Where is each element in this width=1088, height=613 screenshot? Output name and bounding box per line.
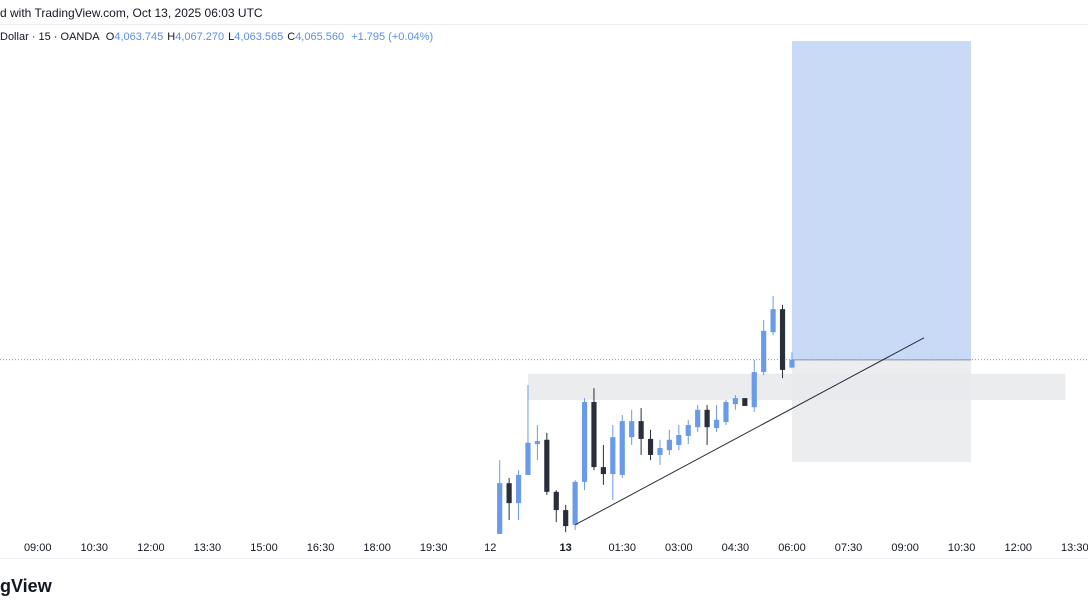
position-loss	[791, 359, 972, 462]
candle-body	[563, 510, 569, 527]
x-tick-label: 10:30	[81, 542, 109, 554]
candle-body	[666, 439, 672, 451]
ohlc-value: 4,063.565	[234, 31, 284, 43]
symbol: Dollar · 15 · OANDA	[0, 31, 100, 43]
ohlc-value: 4,067.270	[175, 31, 225, 43]
x-tick-label: 03:00	[665, 542, 693, 554]
ohlc-key: O	[105, 31, 115, 43]
ohlc: O4,063.745 H4,067.270 L4,063.565 C4,065.560	[106, 31, 348, 43]
ohlc-key: L	[228, 31, 235, 43]
candle-body	[704, 409, 710, 428]
x-tick-label: 12	[484, 542, 496, 554]
x-tick-label: 06:00	[778, 542, 806, 554]
candle-body	[789, 359, 795, 368]
title: d with TradingView.com, Oct 13, 2025 06:…	[0, 6, 263, 20]
chart: 09:00 10:30 12:00 13:30 15:00 16:30 18:00 19:30…	[0, 41, 1088, 554]
position-profit	[791, 41, 972, 360]
trend-line	[574, 337, 925, 526]
candle-body	[713, 419, 720, 429]
candle-body	[732, 398, 738, 405]
x-tick-label: 01:30	[608, 542, 636, 554]
ohlc-value: 4,065.560	[295, 31, 345, 43]
candle-body	[544, 439, 550, 492]
candle-body	[779, 309, 786, 370]
candle-body	[525, 442, 531, 475]
candle-body	[497, 483, 503, 534]
x-tick-label: 15:00	[250, 542, 278, 554]
candle-body	[685, 425, 691, 436]
legend: Dollar · 15 · OANDA O4,063.745 H4,067.270…	[0, 31, 433, 43]
x-tick-label: 19:30	[420, 542, 448, 554]
ohlc-value: 4,063.745	[114, 31, 164, 43]
candle-body	[638, 421, 644, 439]
candle-body	[629, 421, 635, 438]
candle-body	[506, 483, 512, 504]
x-tick-label: 13:30	[1061, 542, 1088, 554]
candle-body	[695, 409, 701, 428]
candle-body	[770, 309, 776, 333]
candle-body	[742, 398, 748, 406]
x-tick-label: 09:00	[24, 542, 52, 554]
candle-body	[657, 448, 663, 455]
candle-body	[723, 402, 729, 422]
footer: gView	[0, 558, 1088, 613]
logo: gView	[0, 576, 52, 596]
x-tick-label: 16:30	[307, 542, 335, 554]
ohlc-key: H	[167, 31, 176, 43]
candle-body	[676, 434, 682, 445]
candle-body	[591, 402, 597, 468]
candle-body	[572, 481, 578, 525]
x-tick-label: 04:30	[722, 542, 750, 554]
x-tick-label: 09:00	[891, 542, 919, 554]
ohlc-key: C	[287, 31, 296, 43]
x-tick-label: 07:30	[835, 542, 863, 554]
x-tick-label: 13	[560, 542, 572, 554]
x-tick-label: 12:00	[137, 542, 165, 554]
candle-body	[647, 438, 654, 455]
x-tick-label: 10:30	[948, 542, 976, 554]
candle-body	[581, 402, 588, 482]
top-bar: d with TradingView.com, Oct 13, 2025 06:…	[0, 0, 1088, 25]
x-tick-label: 13:30	[194, 542, 222, 554]
x-tick-label: 18:00	[363, 542, 391, 554]
candle-body	[619, 421, 625, 475]
candle-body	[553, 491, 559, 511]
candle-body	[600, 467, 606, 475]
x-tick-label: 12:00	[1004, 542, 1032, 554]
candle-body	[610, 437, 616, 475]
candle-body	[515, 474, 522, 504]
candle-body	[761, 330, 767, 373]
change: +1.795 (+0.04%)	[351, 31, 434, 43]
candle-body	[534, 441, 540, 445]
candle-body	[751, 372, 757, 408]
